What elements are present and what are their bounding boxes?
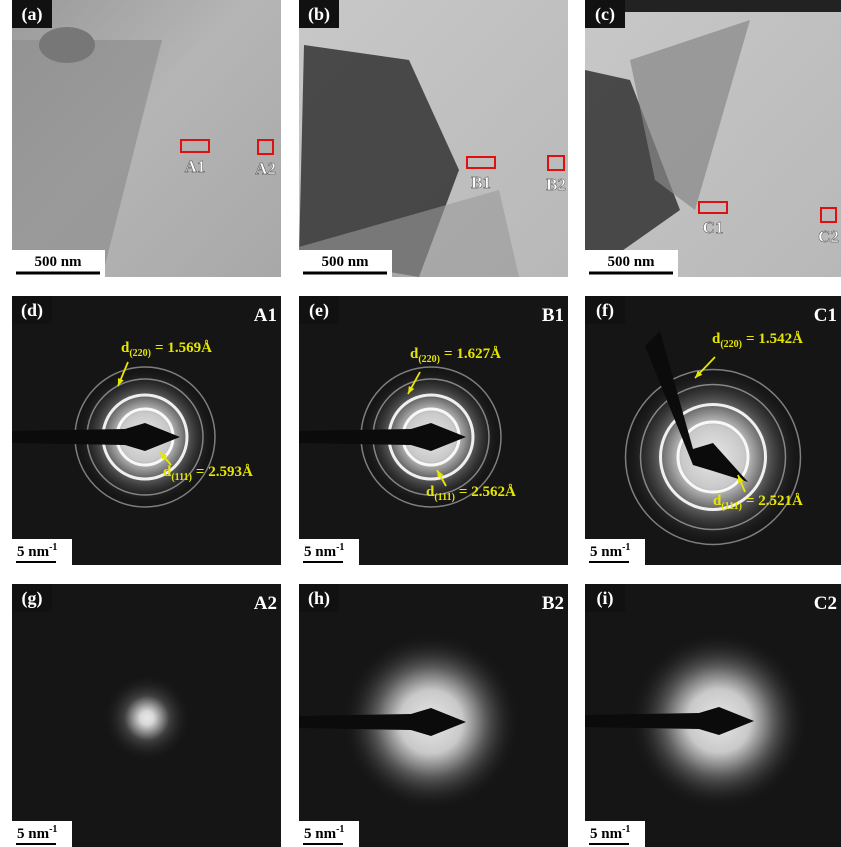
- scale-bar-label: 500 nm: [607, 254, 655, 270]
- panel: (i) C2 5 nm-1: [585, 584, 841, 847]
- region-label: A2: [255, 159, 276, 178]
- scale-bar-label: 500 nm: [321, 254, 369, 270]
- panel: (a) A1 A2 500 nm: [12, 0, 281, 277]
- scale-exponent: -1: [49, 824, 57, 835]
- panel: (f)C1d(220)= 1.542Åd(111)= 2.521Å5 nm-1: [585, 296, 841, 565]
- scale-text: 5 nm: [304, 544, 337, 560]
- panel-label: (a): [22, 4, 43, 25]
- scale-bar-label: 500 nm: [34, 254, 82, 270]
- panel: (b) B1 B2 500 nm: [299, 0, 568, 277]
- miller-index: (220): [129, 348, 151, 359]
- value: = 2.562Å: [459, 484, 516, 500]
- panel-label: (f): [596, 300, 614, 321]
- region-label: C1: [814, 305, 837, 326]
- scale-exponent: -1: [622, 824, 630, 835]
- panel-label: (e): [309, 300, 329, 321]
- region-label: A1: [185, 157, 206, 176]
- panel: (h) B2 5 nm-1: [299, 584, 568, 847]
- panel-label: (c): [595, 4, 615, 25]
- region-label: B1: [542, 305, 564, 326]
- region-label: B2: [546, 175, 566, 194]
- miller-index: (111): [434, 492, 455, 503]
- value: = 1.542Å: [746, 331, 803, 347]
- panel-label: (h): [308, 588, 330, 609]
- region-label: C2: [818, 227, 839, 246]
- scale-text: 5 nm: [590, 544, 623, 560]
- scale-text: 5 nm: [590, 826, 623, 842]
- scale-text: 5 nm: [17, 544, 50, 560]
- panel: (g) A2 5 nm-1: [12, 584, 281, 847]
- region-label: C1: [703, 218, 724, 237]
- panel-label: (g): [22, 588, 43, 609]
- scale-exponent: -1: [49, 542, 57, 553]
- scale-text: 5 nm: [17, 826, 50, 842]
- scale-exponent: -1: [336, 824, 344, 835]
- scale-text: 5 nm: [304, 826, 337, 842]
- panel-label: (b): [308, 4, 330, 25]
- value: = 2.593Å: [196, 464, 253, 480]
- value: = 1.627Å: [444, 346, 501, 362]
- scale-exponent: -1: [622, 542, 630, 553]
- panel-label: (d): [21, 300, 43, 321]
- panel: (c) C1 C2 500 nm: [585, 0, 841, 277]
- value: = 1.569Å: [155, 340, 212, 356]
- region-label: A1: [254, 305, 277, 326]
- panel-label: (i): [597, 588, 614, 609]
- miller-index: (111): [171, 472, 192, 483]
- void: [39, 27, 95, 63]
- region-label: B2: [542, 593, 564, 614]
- region-label: B1: [471, 173, 491, 192]
- value: = 2.521Å: [746, 493, 803, 509]
- figure: (a)A1A2500 nm(b)B1B2500 nm(c)C1C2500 nm(…: [0, 0, 841, 847]
- glow: [102, 673, 192, 763]
- miller-index: (220): [720, 339, 742, 350]
- miller-index: (111): [721, 501, 742, 512]
- region-label: C2: [814, 593, 837, 614]
- scale-exponent: -1: [336, 542, 344, 553]
- region-label: A2: [254, 593, 277, 614]
- miller-index: (220): [418, 354, 440, 365]
